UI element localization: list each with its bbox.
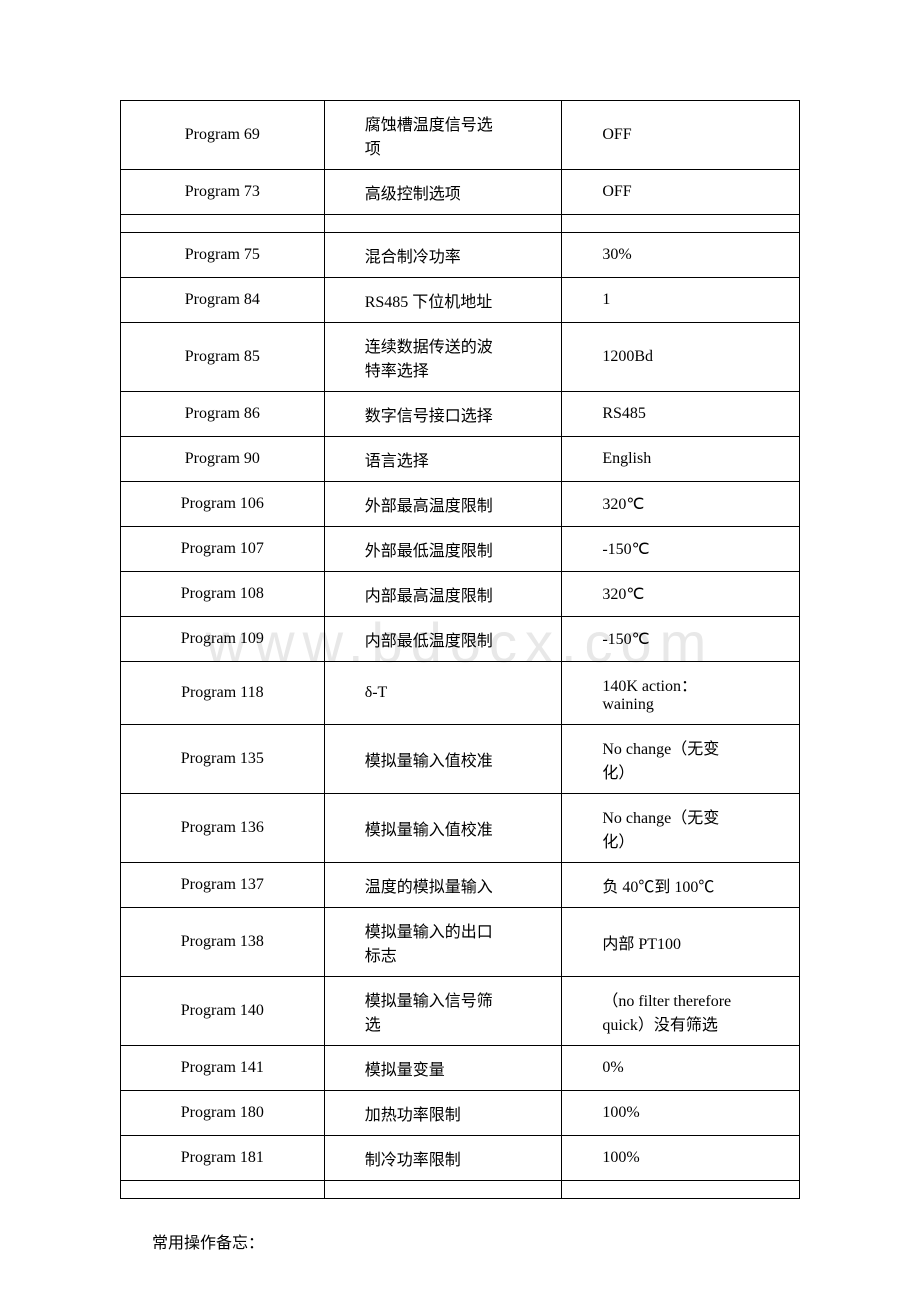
value-cell: RS485 — [562, 392, 800, 437]
description-cell: 模拟量变量 — [324, 1046, 562, 1091]
table-row: Program 136模拟量输入值校准No change（无变化） — [121, 794, 800, 863]
description-cell: 内部最低温度限制 — [324, 617, 562, 662]
description-cell: 混合制冷功率 — [324, 233, 562, 278]
table-row: Program 181制冷功率限制100% — [121, 1136, 800, 1181]
value-cell: No change（无变化） — [562, 794, 800, 863]
program-id-cell: Program 109 — [121, 617, 325, 662]
value-cell: 100% — [562, 1091, 800, 1136]
value-cell: 内部 PT100 — [562, 908, 800, 977]
description-cell: 模拟量输入信号筛选 — [324, 977, 562, 1046]
value-cell: 320℃ — [562, 482, 800, 527]
program-id-cell: Program 118 — [121, 662, 325, 725]
program-id-cell: Program 181 — [121, 1136, 325, 1181]
description-cell: 语言选择 — [324, 437, 562, 482]
program-id-cell: Program 75 — [121, 233, 325, 278]
empty-cell — [562, 1181, 800, 1199]
program-id-cell: Program 107 — [121, 527, 325, 572]
table-row: Program 84RS485 下位机地址1 — [121, 278, 800, 323]
table-row: Program 109内部最低温度限制-150℃ — [121, 617, 800, 662]
footer-note: 常用操作备忘： — [120, 1229, 800, 1253]
description-cell: 模拟量输入值校准 — [324, 725, 562, 794]
program-id-cell: Program 73 — [121, 170, 325, 215]
description-cell: 加热功率限制 — [324, 1091, 562, 1136]
value-cell: 1 — [562, 278, 800, 323]
description-cell: RS485 下位机地址 — [324, 278, 562, 323]
empty-cell — [562, 215, 800, 233]
program-id-cell: Program 85 — [121, 323, 325, 392]
program-id-cell: Program 135 — [121, 725, 325, 794]
value-cell: OFF — [562, 101, 800, 170]
value-cell: 30% — [562, 233, 800, 278]
value-cell: 100% — [562, 1136, 800, 1181]
empty-cell — [324, 215, 562, 233]
description-cell: 模拟量输入值校准 — [324, 794, 562, 863]
table-row: Program 73高级控制选项OFF — [121, 170, 800, 215]
description-cell: 制冷功率限制 — [324, 1136, 562, 1181]
value-cell: 0% — [562, 1046, 800, 1091]
empty-cell — [121, 215, 325, 233]
empty-cell — [324, 1181, 562, 1199]
description-cell: 内部最高温度限制 — [324, 572, 562, 617]
program-id-cell: Program 84 — [121, 278, 325, 323]
value-cell: （no filter thereforequick）没有筛选 — [562, 977, 800, 1046]
description-cell: 腐蚀槽温度信号选项 — [324, 101, 562, 170]
description-cell: 高级控制选项 — [324, 170, 562, 215]
table-row: Program 86数字信号接口选择RS485 — [121, 392, 800, 437]
table-row — [121, 1181, 800, 1199]
value-cell: -150℃ — [562, 617, 800, 662]
table-row: Program 108内部最高温度限制320℃ — [121, 572, 800, 617]
table-row: Program 90语言选择English — [121, 437, 800, 482]
program-table: Program 69腐蚀槽温度信号选项OFFProgram 73高级控制选项OF… — [120, 100, 800, 1199]
table-row: Program 75混合制冷功率30% — [121, 233, 800, 278]
value-cell: 1200Bd — [562, 323, 800, 392]
table-row — [121, 215, 800, 233]
empty-cell — [121, 1181, 325, 1199]
description-cell: 温度的模拟量输入 — [324, 863, 562, 908]
program-id-cell: Program 180 — [121, 1091, 325, 1136]
program-id-cell: Program 90 — [121, 437, 325, 482]
table-row: Program 85连续数据传送的波特率选择1200Bd — [121, 323, 800, 392]
description-cell: 连续数据传送的波特率选择 — [324, 323, 562, 392]
table-row: Program 118δ-T140K action：waining — [121, 662, 800, 725]
table-row: Program 141模拟量变量0% — [121, 1046, 800, 1091]
description-cell: 数字信号接口选择 — [324, 392, 562, 437]
table-row: Program 135模拟量输入值校准No change（无变化） — [121, 725, 800, 794]
value-cell: 负 40℃到 100℃ — [562, 863, 800, 908]
program-id-cell: Program 138 — [121, 908, 325, 977]
program-id-cell: Program 141 — [121, 1046, 325, 1091]
table-row: Program 69腐蚀槽温度信号选项OFF — [121, 101, 800, 170]
value-cell: No change（无变化） — [562, 725, 800, 794]
table-row: Program 138模拟量输入的出口标志内部 PT100 — [121, 908, 800, 977]
value-cell: English — [562, 437, 800, 482]
program-id-cell: Program 136 — [121, 794, 325, 863]
program-id-cell: Program 106 — [121, 482, 325, 527]
description-cell: δ-T — [324, 662, 562, 725]
value-cell: 320℃ — [562, 572, 800, 617]
value-cell: OFF — [562, 170, 800, 215]
description-cell: 模拟量输入的出口标志 — [324, 908, 562, 977]
program-id-cell: Program 137 — [121, 863, 325, 908]
program-id-cell: Program 69 — [121, 101, 325, 170]
program-id-cell: Program 108 — [121, 572, 325, 617]
description-cell: 外部最低温度限制 — [324, 527, 562, 572]
description-cell: 外部最高温度限制 — [324, 482, 562, 527]
value-cell: -150℃ — [562, 527, 800, 572]
table-row: Program 107外部最低温度限制-150℃ — [121, 527, 800, 572]
table-row: Program 137温度的模拟量输入负 40℃到 100℃ — [121, 863, 800, 908]
program-id-cell: Program 86 — [121, 392, 325, 437]
value-cell: 140K action：waining — [562, 662, 800, 725]
table-row: Program 140模拟量输入信号筛选（no filter therefore… — [121, 977, 800, 1046]
table-row: Program 180加热功率限制100% — [121, 1091, 800, 1136]
table-row: Program 106外部最高温度限制320℃ — [121, 482, 800, 527]
program-id-cell: Program 140 — [121, 977, 325, 1046]
